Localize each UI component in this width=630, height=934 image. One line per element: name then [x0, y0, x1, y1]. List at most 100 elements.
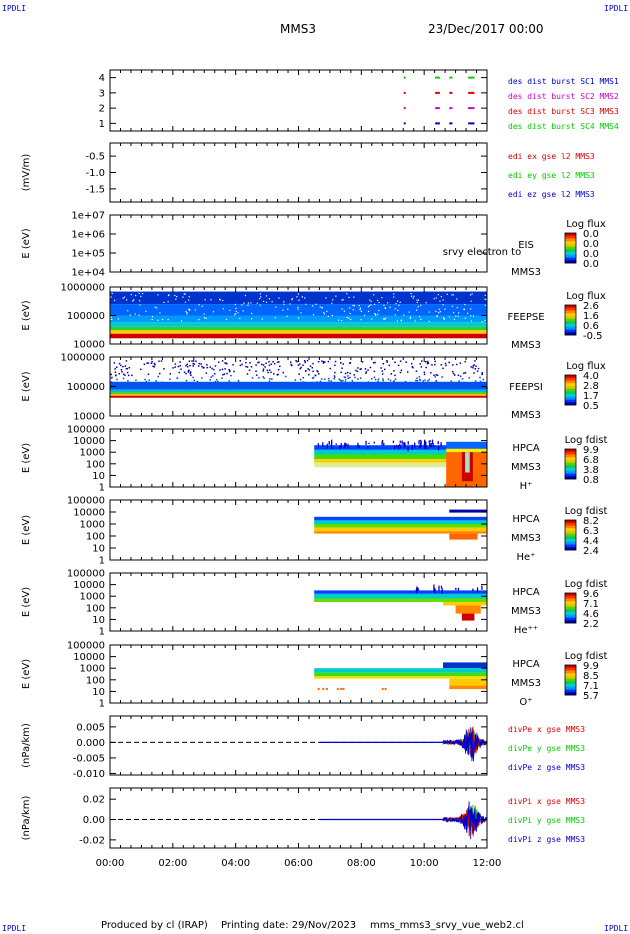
ytick-label-hpca_he2: 1 — [99, 627, 105, 638]
ytick-label-hpca_o: 1000 — [80, 664, 105, 675]
feepse-speckle-161 — [175, 298, 177, 300]
feepsi-dot-247 — [415, 379, 417, 382]
feepse-speckle-148 — [312, 305, 314, 307]
feepse-speckle-112 — [484, 304, 486, 306]
colorbar-cell-feepsi-5 — [565, 388, 576, 392]
feepse-speckle-215 — [399, 301, 401, 303]
xtick-label: 08:00 — [347, 858, 376, 869]
feepse-speckle-117 — [167, 319, 169, 321]
colorbar-tick-hpca_he2-2: 4.6 — [583, 609, 599, 620]
feepse-speckle-41 — [151, 316, 154, 318]
colorbar-tick-feepse-2: 0.6 — [583, 321, 599, 332]
colorbar-title-hpca_h: Log fdist — [565, 435, 608, 446]
feepse-speckle-143 — [470, 315, 472, 317]
feepsi-dot-267 — [289, 361, 292, 363]
feepsi-dot-406 — [393, 369, 395, 372]
feepsi-dot-455 — [153, 362, 156, 365]
heatmap-band-hpca_h-1 — [314, 449, 487, 455]
legend-edi-1: edi ey gse l2 MMS3 — [508, 171, 595, 180]
feepsi-dot-495 — [316, 370, 318, 372]
feepsi-dot-250 — [195, 360, 197, 363]
feepsi-dot-383 — [434, 360, 436, 363]
feepse-speckle-8 — [373, 294, 375, 296]
feepse-speckle-163 — [176, 296, 178, 298]
feepsi-dot-151 — [347, 375, 349, 377]
hpca-he2-spike-9 — [476, 587, 479, 593]
colorbar-cell-hpca_he2-5 — [565, 606, 576, 610]
feepse-speckle-174 — [204, 299, 206, 301]
feepse-speckle-222 — [203, 317, 206, 319]
feepse-speckle-183 — [436, 315, 438, 317]
feepsi-dot-378 — [420, 366, 423, 368]
feepse-speckle-189 — [139, 300, 141, 302]
feepse-speckle-154 — [448, 316, 451, 318]
feepsi-dot-466 — [264, 366, 266, 368]
feepsi-dot-73 — [268, 380, 271, 383]
feepsi-dot-260 — [125, 367, 128, 370]
feepse-speckle-151 — [368, 305, 371, 307]
feepsi-dot-375 — [344, 379, 347, 381]
colorbar-title-hpca_he: Log fdist — [565, 506, 608, 517]
feepsi-dot-319 — [111, 376, 113, 379]
heatmap-band-hpca_o-5 — [449, 685, 487, 690]
feepsi-dot-263 — [377, 378, 380, 381]
heatmap-band-hpca_he-3 — [314, 527, 487, 532]
side-label-hpca_o-2: O⁺ — [519, 697, 532, 708]
feepse-speckle-6 — [417, 299, 420, 301]
ylabel-eis: E (eV) — [21, 228, 32, 258]
side-label-hpca_h-2: H⁺ — [520, 481, 533, 492]
feepsi-dot-306 — [255, 370, 257, 372]
ylabel-divpi: (nPa/km) — [21, 796, 32, 841]
burst-mark-3-0 — [403, 76, 406, 79]
feepse-speckle-114 — [259, 304, 261, 306]
feepsi-dot-493 — [294, 379, 297, 381]
feepsi-dot-123 — [224, 362, 226, 364]
colorbar-cell-feepsi-8 — [565, 396, 576, 400]
feepsi-dot-95 — [356, 370, 359, 373]
feepsi-dot-213 — [299, 367, 302, 370]
hpca-h-spike-9 — [340, 442, 342, 449]
feepsi-dot-137 — [226, 372, 228, 375]
feepsi-dot-48 — [346, 371, 349, 374]
burst-mark-0-2 — [449, 122, 453, 125]
hpca-h-spike-56 — [425, 441, 427, 447]
feepse-speckle-259 — [289, 303, 291, 305]
feepsi-dot-239 — [374, 378, 377, 381]
feepse-speckle-67 — [374, 313, 376, 315]
feepsi-dot-381 — [241, 363, 243, 366]
xtick-label: 02:00 — [158, 858, 187, 869]
feepse-speckle-176 — [416, 299, 418, 301]
feepsi-dot-303 — [298, 373, 300, 375]
feepsi-dot-289 — [448, 361, 450, 364]
heatmap-band-hpca_he-2 — [314, 524, 487, 528]
feepsi-dot-51 — [200, 363, 202, 365]
feepse-speckle-190 — [464, 317, 466, 319]
hpca-h-spike-32 — [425, 445, 427, 450]
feepse-speckle-172 — [127, 310, 129, 312]
feepsi-dot-141 — [464, 360, 467, 363]
feepsi-dot-259 — [481, 372, 483, 374]
hpca-h-spike-5 — [396, 444, 398, 448]
feepsi-dot-252 — [347, 377, 350, 380]
feepsi-dot-309 — [412, 366, 414, 369]
feepse-speckle-196 — [130, 293, 132, 296]
feepse-speckle-179 — [408, 311, 410, 313]
feepse-speckle-60 — [350, 318, 352, 321]
feepsi-dot-179 — [327, 360, 330, 363]
feepse-speckle-243 — [312, 314, 315, 316]
feepsi-dot-91 — [110, 373, 112, 376]
feepsi-dot-413 — [222, 373, 224, 376]
hpca-h-spike-31 — [403, 442, 405, 447]
feepse-speckle-125 — [111, 292, 113, 295]
feepsi-dot-126 — [267, 371, 269, 374]
feepse-speckle-207 — [315, 303, 317, 305]
feepsi-dot-34 — [201, 365, 203, 368]
hpca-h-spike-53 — [428, 440, 430, 444]
colorbar-cell-eis-1 — [565, 235, 576, 239]
feepsi-dot-84 — [349, 361, 352, 364]
feepsi-dot-169 — [297, 364, 300, 367]
feepsi-dot-206 — [122, 377, 125, 380]
feepsi-dot-90 — [364, 368, 367, 370]
feepsi-dot-159 — [416, 379, 419, 382]
